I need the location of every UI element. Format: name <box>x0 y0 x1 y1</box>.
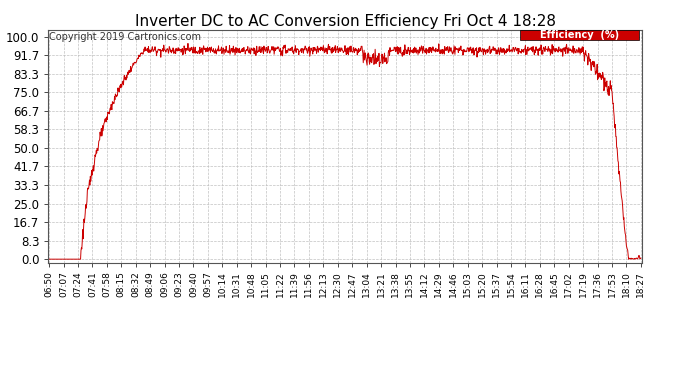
Text: Copyright 2019 Cartronics.com: Copyright 2019 Cartronics.com <box>50 32 201 42</box>
Title: Inverter DC to AC Conversion Efficiency Fri Oct 4 18:28: Inverter DC to AC Conversion Efficiency … <box>135 14 555 29</box>
Text: Efficiency  (%): Efficiency (%) <box>540 30 619 40</box>
FancyBboxPatch shape <box>520 30 639 40</box>
